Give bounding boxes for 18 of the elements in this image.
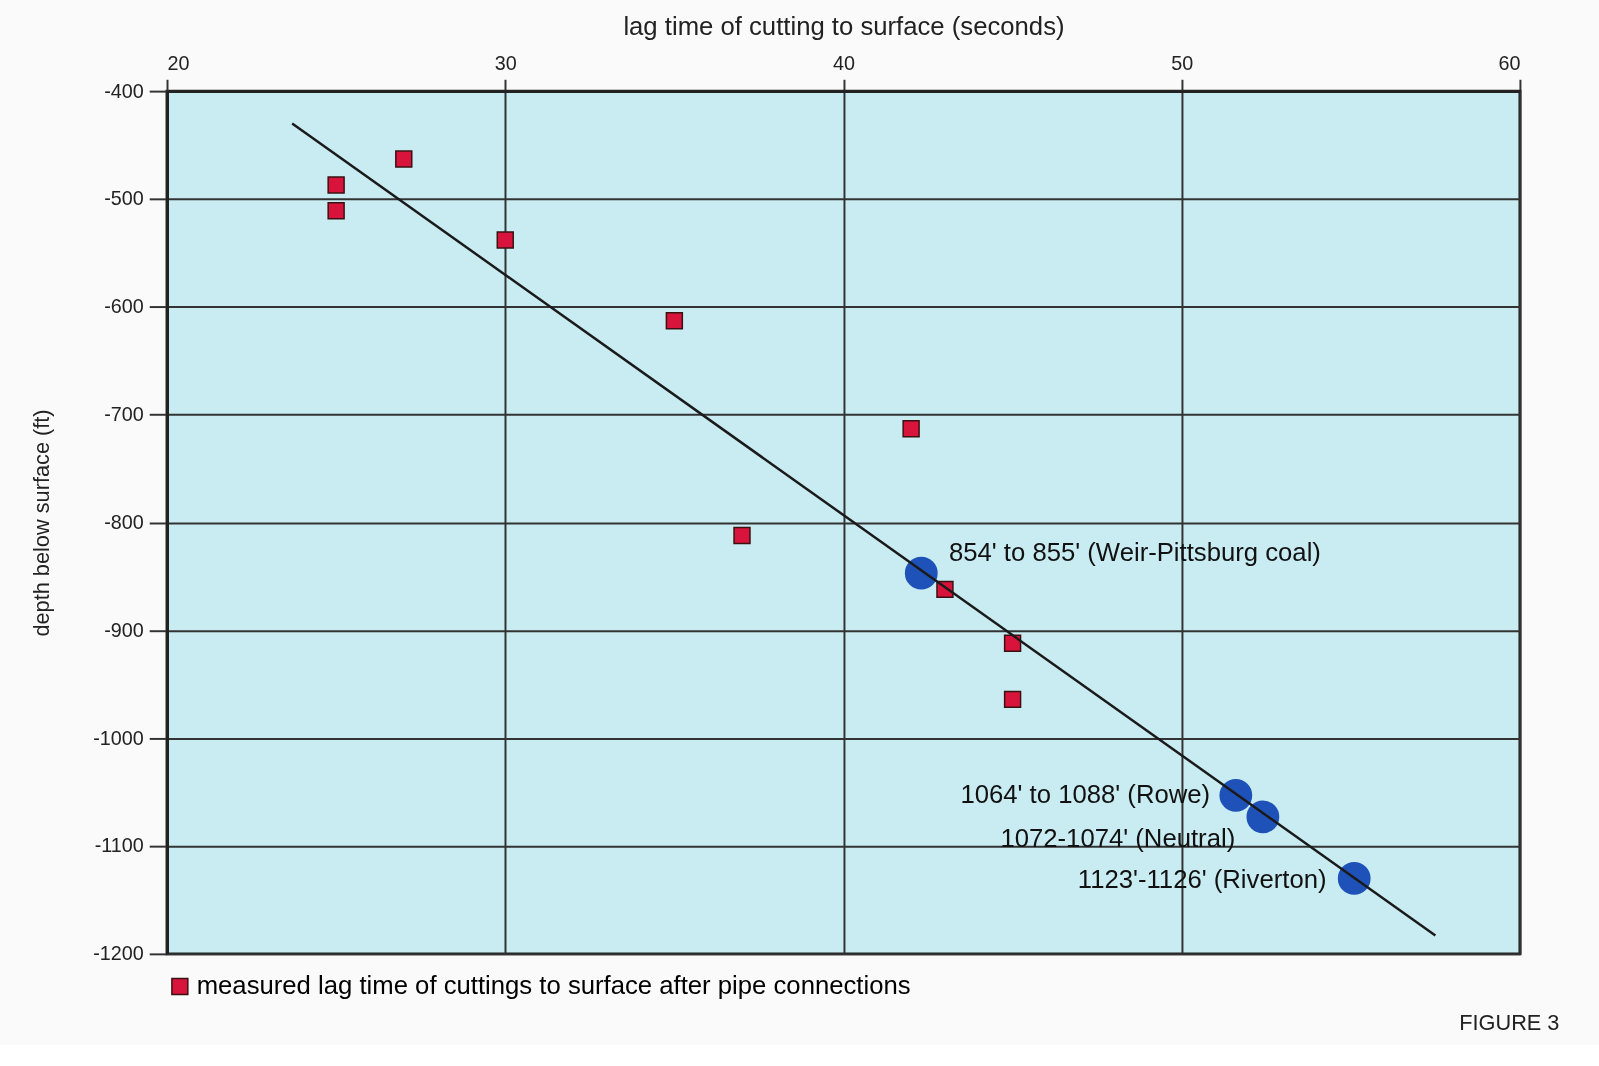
y-tick-label: -500 [104, 187, 144, 210]
y-axis-title: depth below surface (ft) [28, 409, 54, 637]
y-tick-label: -400 [104, 79, 144, 102]
y-tick-label: -1000 [93, 726, 144, 749]
x-tick-label: 60 [1498, 51, 1521, 74]
x-tick-label: 50 [1171, 51, 1194, 74]
x-tick-label: 30 [494, 51, 517, 74]
y-tick-label: -800 [104, 510, 144, 533]
y-tick-label: -700 [104, 403, 144, 426]
y-tick-label: -600 [104, 295, 144, 318]
y-tick-label: -1100 [94, 834, 144, 857]
y-tick-label: -900 [104, 618, 144, 641]
y-tick-label: -1200 [93, 942, 144, 965]
x-axis-title: lag time of cutting to surface (seconds) [623, 12, 1065, 41]
legend-label: measured lag time of cuttings to surface after pipe connections [196, 971, 911, 1000]
x-tick-label: 40 [832, 51, 855, 74]
x-tick-label: 20 [167, 51, 190, 74]
caption: FIGURE 3 [1459, 1009, 1560, 1035]
